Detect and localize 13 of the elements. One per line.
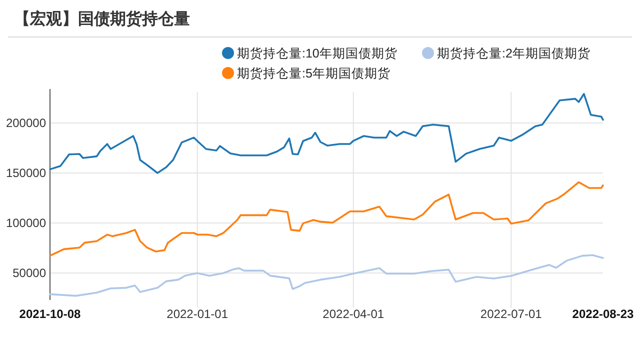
- chart-title: 【宏观】国债期货持仓量: [14, 9, 190, 28]
- y-tick-label: 150000: [6, 166, 46, 180]
- x-tick-label: 2022-01-01: [166, 307, 228, 321]
- y-tick-label: 200000: [6, 116, 46, 130]
- legend-label: 期货持仓量:10年期国债期货: [237, 46, 398, 60]
- x-tick-label: 2021-10-08: [19, 307, 82, 321]
- y-tick-label: 100000: [6, 216, 46, 230]
- x-tick-label: 2022-07-01: [480, 307, 542, 321]
- legend-label: 期货持仓量:2年期国债期货: [437, 46, 590, 60]
- y-tick-label: 50000: [12, 266, 46, 280]
- x-tick-label: 2022-08-23: [572, 307, 634, 321]
- x-tick-label: 2022-04-01: [322, 307, 384, 321]
- legend-label: 期货持仓量:5年期国债期货: [237, 66, 390, 80]
